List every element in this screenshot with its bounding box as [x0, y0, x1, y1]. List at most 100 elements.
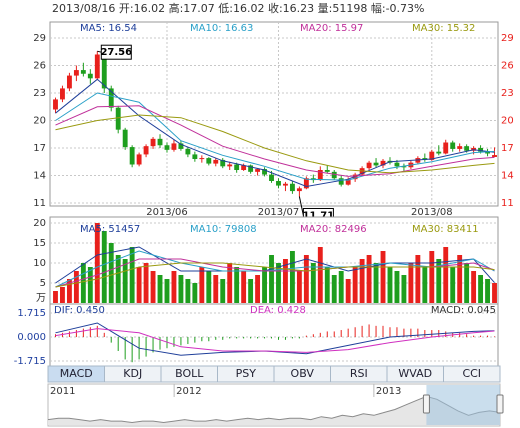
- ma-line: [55, 328, 495, 353]
- y-tick-label: 29: [33, 33, 46, 44]
- navigator-year: 2013: [376, 386, 401, 397]
- candle-body: [213, 159, 219, 164]
- tab-label[interactable]: KDJ: [123, 367, 142, 380]
- volume-bar: [317, 247, 323, 303]
- navigator-handle[interactable]: [496, 394, 504, 414]
- volume-bar: [457, 255, 463, 303]
- annotation-label: 11.71: [303, 210, 335, 221]
- tab-label[interactable]: OBV: [291, 367, 315, 380]
- navigator-year: 2012: [176, 386, 201, 397]
- legend-item: MA10: 16.63: [190, 23, 253, 34]
- volume-bar: [422, 267, 428, 303]
- volume-bar: [408, 263, 414, 303]
- navigator-handle[interactable]: [422, 394, 430, 414]
- volume-bar: [143, 263, 149, 303]
- ma-line: [55, 92, 495, 181]
- volume-bar: [136, 267, 142, 303]
- tab-label[interactable]: WVAD: [398, 367, 432, 380]
- candle-body: [436, 151, 442, 154]
- candle-body: [255, 169, 261, 172]
- ma-line: [55, 105, 495, 177]
- panel-frame: [49, 303, 499, 367]
- candle-body: [269, 174, 274, 181]
- volume-bar: [296, 271, 302, 303]
- volume-bar: [185, 279, 191, 303]
- tab-label[interactable]: PSY: [236, 367, 257, 380]
- y-tick-label: 14: [33, 171, 46, 182]
- volume-bar: [241, 271, 247, 303]
- tab-label[interactable]: CCI: [462, 367, 481, 380]
- y-tick-label: 1.715: [17, 308, 46, 319]
- candle-body: [429, 151, 435, 160]
- candle-body: [206, 158, 212, 164]
- candle-body: [122, 129, 128, 148]
- volume-bar: [359, 259, 365, 303]
- tab-label[interactable]: BOLL: [175, 367, 204, 380]
- candle-body: [283, 183, 288, 186]
- volume-bar: [101, 231, 107, 303]
- candle-body: [101, 54, 107, 89]
- candle-body: [492, 155, 497, 157]
- ma-line: [55, 322, 495, 356]
- candle-body: [324, 170, 330, 172]
- candle-body: [373, 162, 379, 166]
- volume-bar: [66, 279, 72, 303]
- candle-body: [164, 145, 170, 150]
- legend-item: DEA: 0.428: [250, 305, 306, 316]
- x-tick-label: 2013/08: [411, 207, 453, 218]
- volume-bar: [289, 251, 295, 303]
- y-tick-label: 26: [33, 61, 46, 72]
- candle-body: [220, 159, 226, 167]
- volume-bar: [310, 263, 316, 303]
- y-tick-label-right: 14: [501, 171, 514, 182]
- candle-body: [80, 70, 86, 74]
- y-tick-label-right: 29: [501, 33, 514, 44]
- volume-bar: [122, 259, 128, 303]
- y-tick-label: 23: [33, 88, 46, 99]
- x-tick-label: 2013/07: [258, 207, 300, 218]
- candle-body: [317, 170, 323, 181]
- candle-body: [115, 107, 121, 130]
- candle-body: [276, 181, 281, 186]
- volume-bar: [87, 267, 93, 303]
- tab-label[interactable]: MACD: [60, 367, 93, 380]
- y-tick-label: -1.715: [14, 356, 46, 367]
- legend-item: MA10: 79808: [190, 224, 257, 235]
- candle-body: [199, 158, 205, 160]
- navigator-selection[interactable]: [426, 385, 500, 425]
- candle-body: [53, 99, 58, 110]
- y-tick-label-right: 17: [501, 143, 514, 154]
- candle-body: [401, 166, 407, 168]
- volume-bar: [352, 267, 358, 303]
- volume-bar: [178, 275, 184, 303]
- candle-body: [178, 143, 184, 149]
- volume-bar: [366, 255, 372, 303]
- annotation-leader: [298, 196, 304, 216]
- y-tick-label-right: 11: [501, 198, 514, 209]
- volume-bar: [199, 267, 205, 303]
- candle-body: [262, 169, 267, 175]
- ma-line: [55, 114, 495, 174]
- volume-bar: [436, 259, 442, 303]
- candle-body: [331, 171, 337, 179]
- candle-body: [478, 148, 484, 152]
- volume-bar: [206, 271, 212, 303]
- volume-bar: [443, 247, 449, 303]
- legend-item: MA5: 51457: [80, 224, 140, 235]
- tab[interactable]: [443, 365, 501, 383]
- volume-bar: [234, 267, 240, 303]
- volume-bar: [115, 255, 121, 303]
- candle-body: [303, 178, 309, 189]
- volume-bar: [415, 255, 421, 303]
- candle-body: [60, 88, 65, 100]
- candle-body: [150, 138, 156, 147]
- candle-body: [108, 88, 114, 108]
- legend-item: MA5: 16.54: [80, 23, 137, 34]
- candle-body: [443, 142, 449, 154]
- navigator-area: [48, 396, 500, 425]
- y-tick-label: 10: [33, 258, 46, 269]
- volume-bar: [108, 243, 114, 303]
- volume-bar: [192, 283, 198, 303]
- tab-label[interactable]: RSI: [350, 367, 368, 380]
